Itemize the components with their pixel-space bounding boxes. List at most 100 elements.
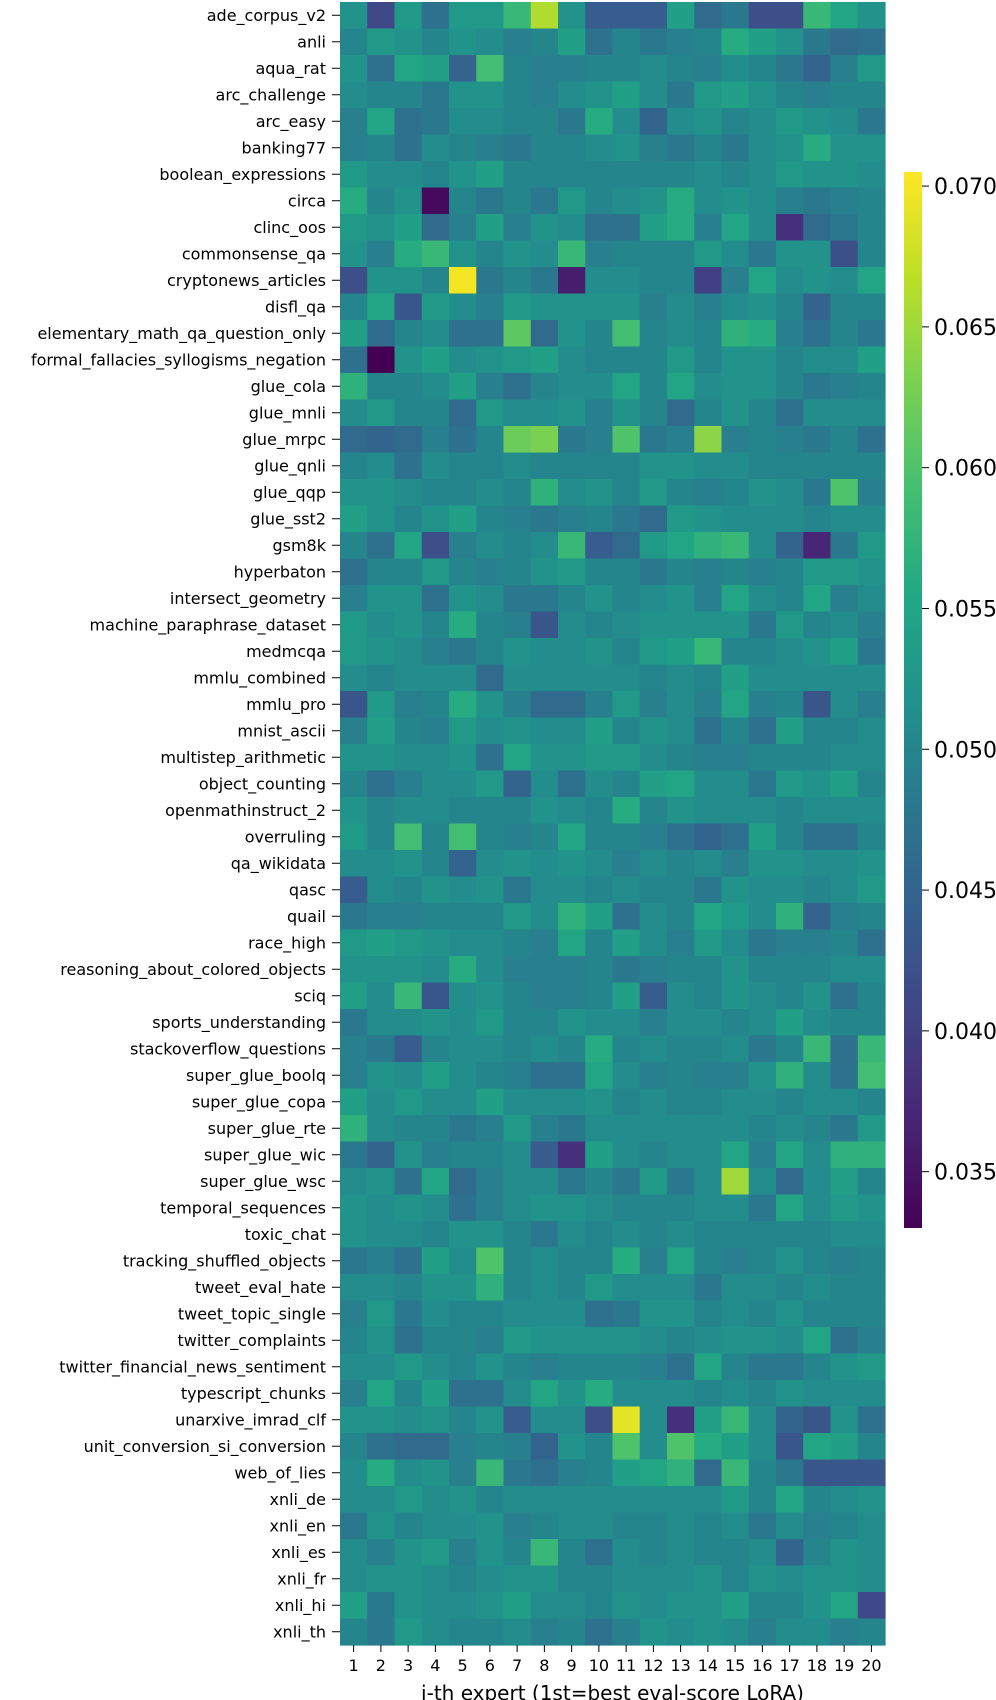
heatmap-cell [449,1592,477,1620]
heatmap-cell [639,1539,668,1567]
heatmap-cell [367,373,396,401]
heatmap-cell [394,320,423,348]
heatmap-cell [857,1539,886,1567]
heatmap-cell [421,1168,450,1196]
heatmap-cell [421,1327,450,1355]
heatmap-cell [694,81,723,109]
heatmap-cell [558,426,586,454]
heatmap-cell [585,1433,614,1461]
row-label: quail [287,907,326,926]
heatmap-cell [721,744,750,772]
heatmap-cell [857,1459,886,1487]
heatmap-cell [748,1194,777,1222]
heatmap-cell [558,1009,586,1037]
heatmap-cell [612,876,641,904]
heatmap-cell [394,1274,423,1302]
heatmap-cell [367,1035,396,1063]
heatmap-cell [721,956,750,984]
heatmap-cell [612,558,641,586]
row-label: xnli_de [270,1490,327,1510]
heatmap-cell [721,1115,750,1143]
heatmap-cell [367,346,396,374]
heatmap-cell [803,1168,832,1196]
heatmap-cell [748,55,777,83]
heatmap-cell [558,399,586,427]
heatmap-cell [394,797,423,825]
heatmap-cell [857,1009,886,1037]
heatmap-cell [667,28,695,56]
heatmap-cell [558,1062,586,1090]
heatmap-cell [694,770,723,798]
heatmap-cell [340,1380,368,1408]
column-label: 20 [861,1656,881,1675]
heatmap-cell [530,1592,559,1620]
heatmap-cell [585,532,614,560]
heatmap-cell [367,956,396,984]
row-label: cryptonews_articles [167,271,326,291]
heatmap-cell [449,1088,477,1116]
heatmap-cell [585,134,614,162]
heatmap-cell [857,214,886,242]
heatmap-cell [585,558,614,586]
row-label: web_of_lies [234,1463,326,1483]
heatmap-cell [803,1141,832,1169]
heatmap-cell [667,956,695,984]
heatmap-cell [367,505,396,533]
heatmap-cell [503,1221,532,1249]
row-label: mmlu_combined [193,668,326,688]
heatmap-cell [367,1168,396,1196]
heatmap-cell [776,1300,804,1328]
heatmap-cell [340,638,368,666]
heatmap-cell [776,1512,804,1540]
heatmap-cell [776,1459,804,1487]
heatmap-cell [803,399,832,427]
heatmap-cell [449,293,477,321]
heatmap-cell [476,1274,505,1302]
heatmap-cell [694,1353,723,1381]
heatmap-cell [503,1274,532,1302]
heatmap-cell [612,1009,641,1037]
heatmap-cell [503,161,532,189]
heatmap-cell [558,479,586,507]
heatmap-cell [503,373,532,401]
heatmap-cell [558,558,586,586]
heatmap-cell [503,505,532,533]
heatmap-cell [612,638,641,666]
heatmap-cell [667,81,695,109]
heatmap-cell [776,1406,804,1434]
heatmap-cell [421,717,450,745]
heatmap-cell [476,691,505,719]
heatmap-cell [394,1565,423,1593]
heatmap-cell [558,1592,586,1620]
heatmap-cell [340,1168,368,1196]
heatmap-cell [449,187,477,215]
heatmap-cell [721,638,750,666]
heatmap-cell [340,399,368,427]
heatmap-cell [449,982,477,1010]
heatmap-cell [639,1194,668,1222]
heatmap-cell [776,320,804,348]
colorbar-tick-label: 0.045 [934,879,996,904]
column-label: 14 [698,1656,718,1675]
heatmap-cell [476,505,505,533]
heatmap-cell [530,1247,559,1275]
heatmap-cell [857,1406,886,1434]
row-label: unarxive_imrad_clf [175,1410,326,1430]
heatmap-cell [639,28,668,56]
heatmap-cell [857,1512,886,1540]
heatmap-cell [612,267,641,295]
row-label: intersect_geometry [170,589,326,609]
heatmap-cell [558,982,586,1010]
heatmap-cell [830,240,859,268]
heatmap-cell [748,373,777,401]
heatmap-cell [558,532,586,560]
heatmap-cell [612,81,641,109]
heatmap-cell [394,1618,423,1646]
row-label: super_glue_boolq [186,1066,326,1086]
heatmap-cell [612,28,641,56]
heatmap-cell [830,55,859,83]
heatmap-cell [394,1247,423,1275]
heatmap-cell [585,1194,614,1222]
heatmap-cell [721,1221,750,1249]
heatmap-cell [476,240,505,268]
